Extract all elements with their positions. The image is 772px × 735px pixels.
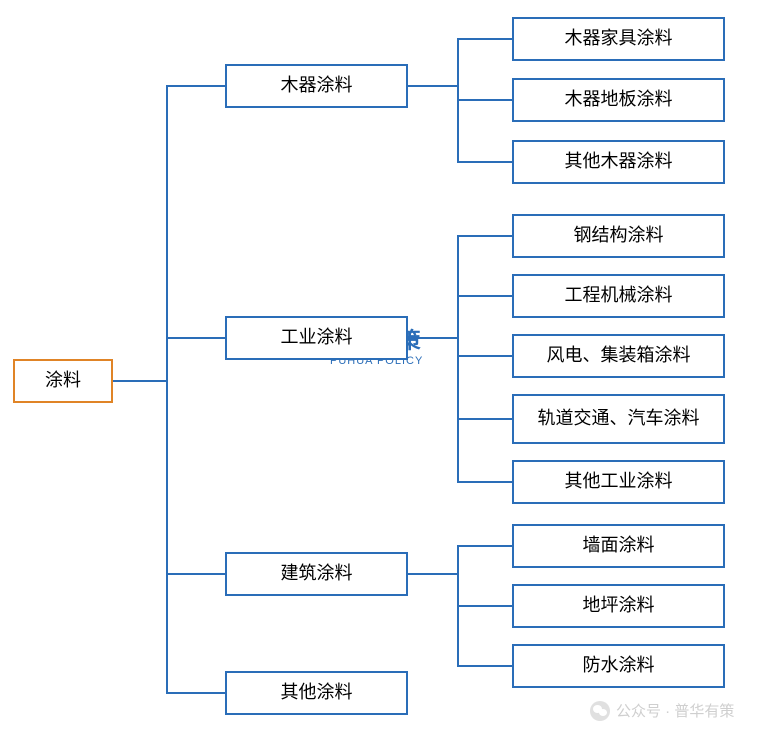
edge-c3-g3b (408, 574, 512, 606)
node-label: 钢结构涂料 (574, 225, 664, 247)
node-g2c: 风电、集装箱涂料 (512, 334, 725, 378)
node-label: 其他涂料 (281, 682, 353, 704)
node-c2: 工业涂料 (225, 316, 408, 360)
node-g1c: 其他木器涂料 (512, 140, 725, 184)
footer-text: 公众号 · 普华有策 (616, 700, 734, 721)
node-root: 涂料 (13, 359, 113, 403)
wechat-icon (590, 701, 610, 721)
edge-c3-g3c (408, 574, 512, 666)
node-label: 其他工业涂料 (565, 471, 673, 493)
edge-c2-g2b (408, 296, 512, 338)
edge-c2-g2d (408, 338, 512, 419)
node-g2d: 轨道交通、汽车涂料 (512, 394, 725, 444)
edge-root-c1 (113, 86, 225, 381)
node-label: 工业涂料 (281, 327, 353, 349)
node-label: 木器涂料 (281, 75, 353, 97)
edge-c2-g2e (408, 338, 512, 482)
node-label: 工程机械涂料 (565, 285, 673, 307)
node-g3c: 防水涂料 (512, 644, 725, 688)
edge-c3-g3a (408, 546, 512, 574)
edge-c2-g2c (408, 338, 512, 356)
footer-watermark: 公众号 · 普华有策 (590, 700, 734, 721)
node-label: 地坪涂料 (583, 595, 655, 617)
node-label: 其他木器涂料 (565, 151, 673, 173)
node-g2b: 工程机械涂料 (512, 274, 725, 318)
edge-c2-g2a (408, 236, 512, 338)
edge-c1-g1b (408, 86, 512, 100)
edge-root-c2 (113, 338, 225, 381)
edge-root-c3 (113, 381, 225, 574)
node-label: 风电、集装箱涂料 (547, 345, 691, 367)
edge-c1-g1c (408, 86, 512, 162)
node-g3b: 地坪涂料 (512, 584, 725, 628)
node-label: 墙面涂料 (583, 535, 655, 557)
node-g3a: 墙面涂料 (512, 524, 725, 568)
node-c1: 木器涂料 (225, 64, 408, 108)
node-label: 木器地板涂料 (565, 89, 673, 111)
node-label: 涂料 (45, 370, 81, 392)
node-g2e: 其他工业涂料 (512, 460, 725, 504)
node-label: 轨道交通、汽车涂料 (538, 408, 700, 430)
node-label: 防水涂料 (583, 655, 655, 677)
node-label: 木器家具涂料 (565, 28, 673, 50)
node-g2a: 钢结构涂料 (512, 214, 725, 258)
node-label: 建筑涂料 (281, 563, 353, 585)
node-g1a: 木器家具涂料 (512, 17, 725, 61)
node-c4: 其他涂料 (225, 671, 408, 715)
node-g1b: 木器地板涂料 (512, 78, 725, 122)
node-c3: 建筑涂料 (225, 552, 408, 596)
edge-root-c4 (113, 381, 225, 693)
edge-c1-g1a (408, 39, 512, 86)
